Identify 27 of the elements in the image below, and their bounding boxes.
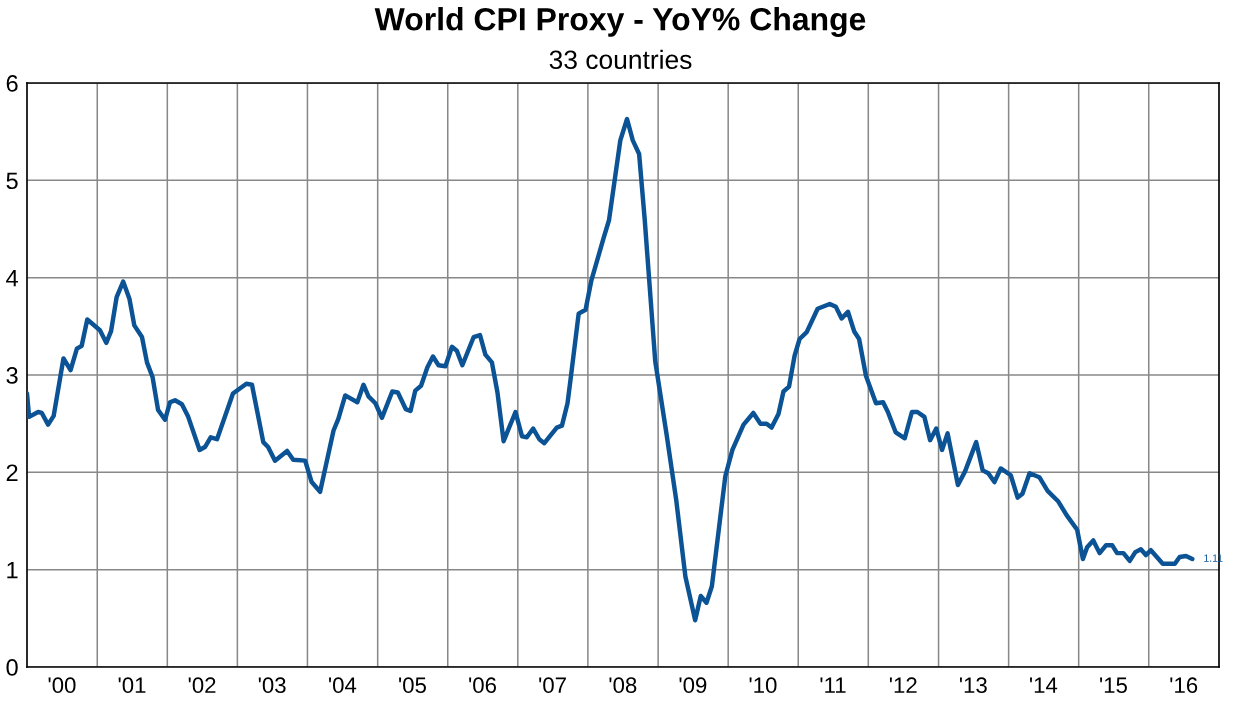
x-tick-label: '13 <box>959 677 987 694</box>
x-tick-label: '05 <box>399 677 426 694</box>
x-tick-label: '02 <box>188 677 216 694</box>
x-tick-label: '10 <box>749 677 777 694</box>
y-tick-label: 5 <box>6 172 18 190</box>
x-tick-label: '14 <box>1030 677 1058 693</box>
x-tick-label: '00 <box>48 677 76 694</box>
y-tick-label: 6 <box>6 75 18 92</box>
line-series <box>27 116 1195 623</box>
chart-title: World CPI Proxy - YoY% Change <box>374 7 866 37</box>
y-tick-label: 1 <box>7 561 18 579</box>
y-tick-label: 0 <box>6 659 18 676</box>
x-tick-label: '07 <box>539 677 566 694</box>
y-tick-label: 4 <box>6 269 18 287</box>
x-tick-label: '01 <box>118 677 146 694</box>
x-tick-label: '04 <box>329 677 357 694</box>
x-tick-label: '08 <box>609 677 637 694</box>
x-tick-label: '12 <box>889 677 917 693</box>
y-tick-label: 3 <box>6 367 18 384</box>
x-tick-label: '06 <box>469 677 496 694</box>
x-tick-label: '15 <box>1100 677 1127 694</box>
x-tick-label: '03 <box>258 677 286 694</box>
x-tick-label: '16 <box>1170 677 1198 694</box>
chart-subtitle: 33 countries <box>549 49 692 70</box>
x-tick-label: '09 <box>679 677 707 694</box>
x-tick-label: '11 <box>820 677 846 693</box>
y-tick-label: 2 <box>6 464 18 481</box>
